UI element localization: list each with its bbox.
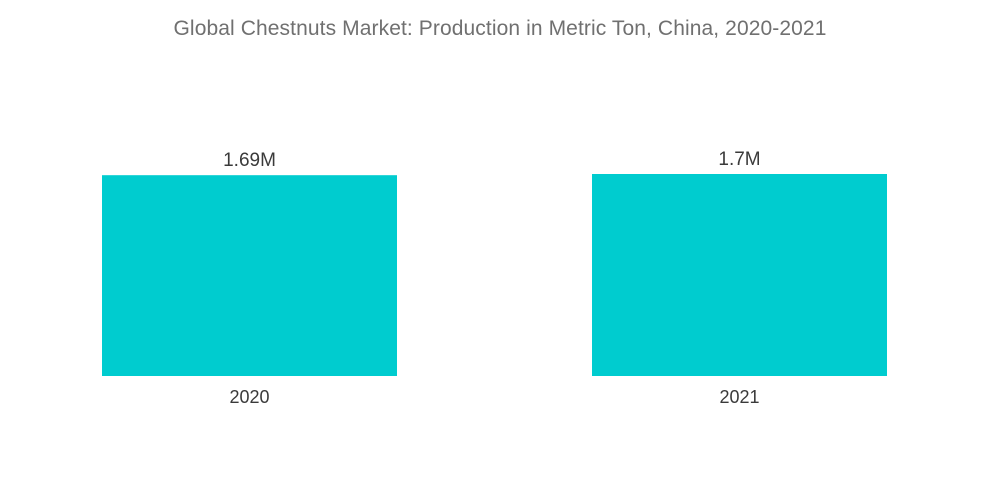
data-label-2020: 1.69M: [223, 150, 276, 171]
chart-title: Global Chestnuts Market: Production in M…: [173, 17, 827, 40]
x-tick-label-2021: 2021: [719, 387, 759, 407]
bar-2020: [102, 175, 397, 376]
data-label-2021: 1.7M: [718, 149, 760, 170]
x-tick-label-2020: 2020: [229, 387, 269, 407]
bar-2021: [592, 174, 887, 376]
